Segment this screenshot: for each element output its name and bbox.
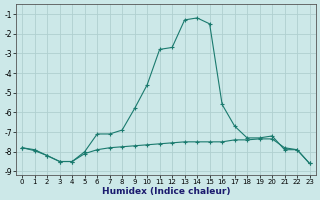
X-axis label: Humidex (Indice chaleur): Humidex (Indice chaleur): [102, 187, 230, 196]
